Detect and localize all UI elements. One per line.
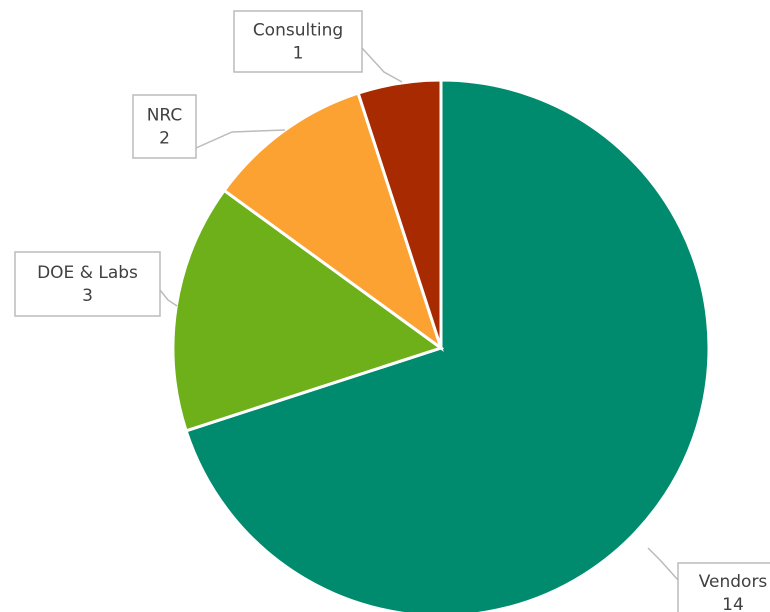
label-box: [233, 10, 363, 73]
pie-slice: [222, 91, 444, 352]
label-box: [14, 251, 161, 317]
category-label: DOE & Labs: [37, 263, 138, 283]
value-label: 14: [722, 595, 744, 612]
leader-line: [159, 289, 178, 307]
label-box: [677, 562, 770, 612]
category-label: Vendors: [699, 572, 768, 592]
leader-line: [647, 547, 679, 581]
leader-line: [195, 129, 286, 149]
category-label: Consulting: [253, 21, 343, 41]
leader-line: [361, 47, 403, 83]
value-label: 1: [293, 44, 304, 64]
value-label: 2: [159, 129, 170, 149]
label-box: [132, 94, 197, 159]
value-label: 3: [82, 286, 93, 306]
category-label: NRC: [147, 106, 183, 126]
pie-slice: [184, 78, 711, 612]
pie-slice: [356, 78, 443, 349]
